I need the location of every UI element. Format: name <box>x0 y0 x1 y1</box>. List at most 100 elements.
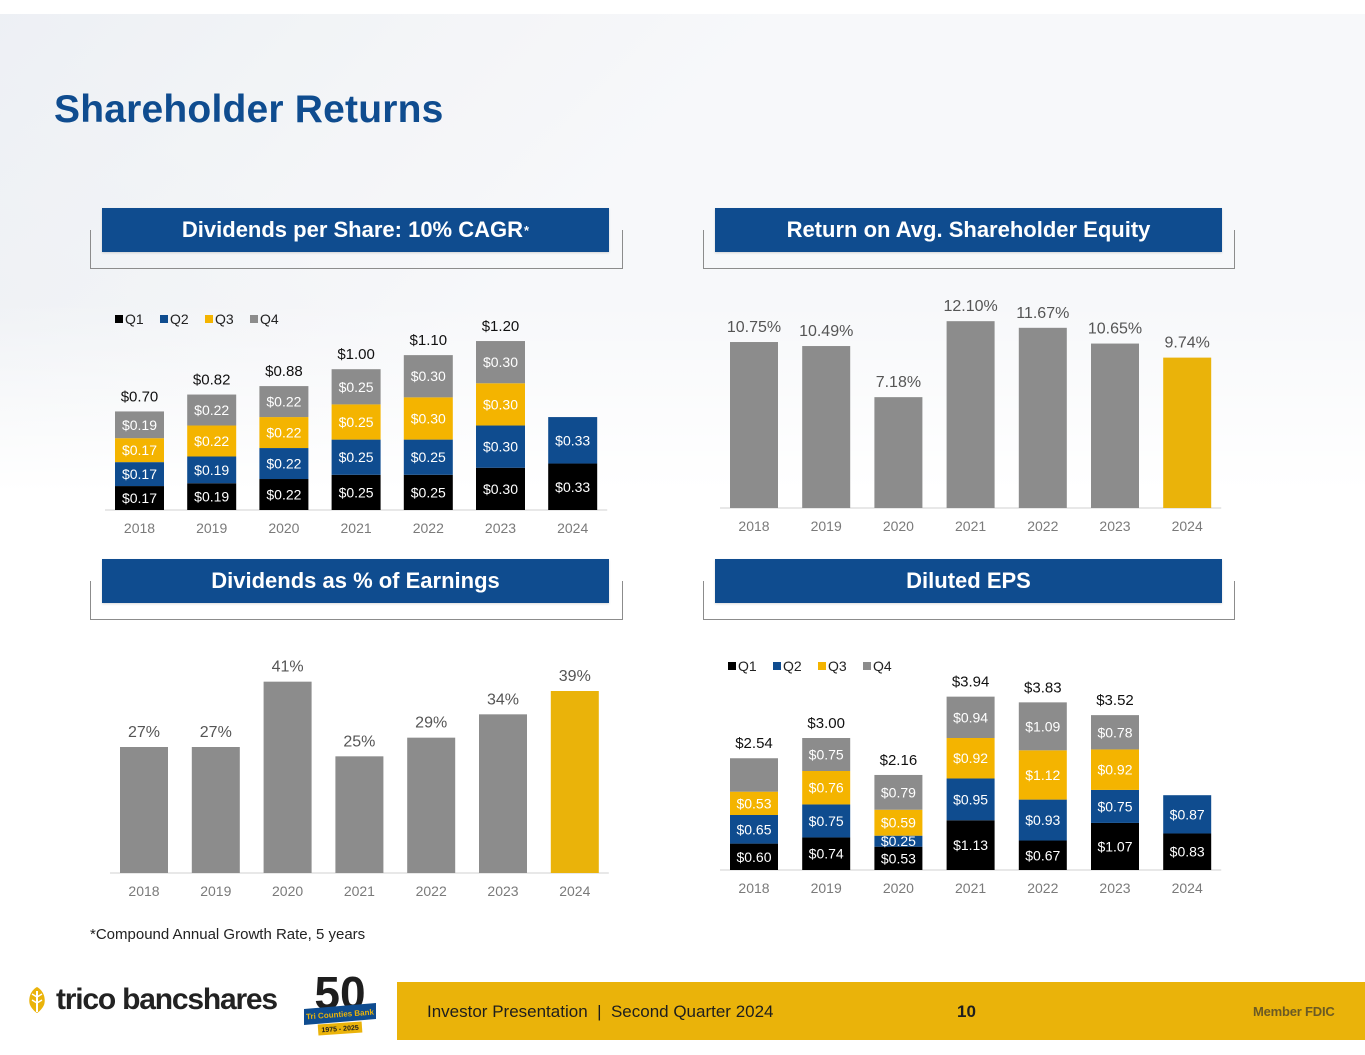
bar-2021 <box>335 756 384 873</box>
bar-q2-2018 <box>730 815 778 844</box>
bar-q3-2019 <box>802 771 851 805</box>
total-label-2020: $0.88 <box>265 363 303 380</box>
data-label-q4-2021: $0.25 <box>339 379 374 395</box>
legend-swatch-q1 <box>728 662 736 670</box>
legend-label-q4: Q4 <box>260 311 279 327</box>
data-label-q2-2024: $0.33 <box>555 432 590 448</box>
total-label-2019: $0.82 <box>193 372 231 389</box>
footer-bar <box>397 982 1365 1040</box>
data-label-q4-2021: $0.94 <box>953 709 988 725</box>
bar-2019 <box>191 747 240 873</box>
bar-q1-2024 <box>548 463 598 510</box>
anniversary-badge: 50 Tri Counties Bank 1975 - 2025 <box>304 967 376 1036</box>
legend-label-q3: Q3 <box>828 658 847 674</box>
bar-q2-2021 <box>946 778 995 821</box>
bar-2019 <box>802 346 851 508</box>
total-label-2022: $3.83 <box>1024 679 1062 696</box>
x-tick-2023: 2023 <box>487 883 518 899</box>
data-label-q4-2023: $0.30 <box>483 354 518 370</box>
bar-q4-2021 <box>946 696 995 738</box>
bar-q2-2020 <box>259 448 309 480</box>
x-tick-2024: 2024 <box>559 883 590 899</box>
bar-q1-2020 <box>259 479 309 510</box>
data-label-2020: 7.18% <box>876 374 921 391</box>
data-label-q1-2019: $0.74 <box>809 846 844 862</box>
bar-q4-2020 <box>874 774 923 810</box>
total-label-2018: $0.70 <box>121 388 159 405</box>
bar-q3-2018 <box>730 791 778 815</box>
total-label-2023: $1.20 <box>482 318 520 335</box>
bar-q2-2024 <box>548 417 598 464</box>
data-label-q2-2024: $0.87 <box>1170 806 1205 822</box>
bar-q4-2021 <box>331 369 381 405</box>
payout-chart: 27% 2018 27% 2019 41% 2020 25% 2021 29% 2022 34% 20… <box>110 659 609 899</box>
bar-q1-2019 <box>187 483 237 510</box>
bar-q1-2024 <box>1163 833 1212 870</box>
dividends-chart: Q1 Q2 Q3 Q4 $0.17 $0.17 $0.17 $0.19 $0.70 2018 $0.… <box>105 311 608 536</box>
data-label-q4-2019: $0.22 <box>194 402 229 418</box>
bar-q1-2018 <box>115 486 164 510</box>
bar-q2-2024 <box>1163 795 1212 834</box>
data-label-q1-2019: $0.19 <box>194 489 229 505</box>
data-label-2019: 27% <box>200 724 232 741</box>
anniversary-years: 1975 - 2025 <box>321 1025 359 1035</box>
footnote: *Compound Annual Growth Rate, 5 years <box>90 926 366 943</box>
bar-q1-2020 <box>874 846 923 870</box>
total-label-2019: $3.00 <box>807 715 845 732</box>
bar-q4-2018 <box>115 411 164 439</box>
bar-2018 <box>120 747 168 873</box>
bar-2018 <box>730 342 778 508</box>
bar-q2-2023 <box>476 425 525 468</box>
data-label-q1-2018: $0.60 <box>736 849 771 865</box>
bar-q2-2022 <box>1018 799 1067 841</box>
x-tick-2024: 2024 <box>557 520 588 536</box>
x-tick-2021: 2021 <box>955 518 986 534</box>
bar-q3-2023 <box>476 383 525 426</box>
bar-q4-2022 <box>403 355 453 398</box>
roe-panel-title: Return on Avg. Shareholder Equity <box>786 217 1151 242</box>
bar-q2-2018 <box>115 462 164 487</box>
bar-q1-2021 <box>331 474 381 510</box>
bar-q4-2020 <box>259 386 309 418</box>
data-label-q3-2021: $0.92 <box>953 750 988 766</box>
bar-q3-2018 <box>115 438 164 463</box>
legend-label-q1: Q1 <box>738 658 757 674</box>
bar-2024 <box>550 691 599 873</box>
bar-q2-2021 <box>331 439 381 475</box>
dividends-title-asterisk: * <box>524 222 530 238</box>
x-tick-2020: 2020 <box>883 518 914 534</box>
total-label-2018: $2.54 <box>735 735 773 752</box>
x-tick-2021: 2021 <box>955 880 986 896</box>
x-tick-2019: 2019 <box>811 518 842 534</box>
bar-q3-2019 <box>187 425 237 457</box>
x-tick-2023: 2023 <box>1099 880 1130 896</box>
bar-q1-2023 <box>1091 822 1139 870</box>
data-label-2019: 10.49% <box>799 323 853 340</box>
total-label-2023: $3.52 <box>1096 692 1134 709</box>
data-label-2023: 10.65% <box>1088 321 1142 338</box>
legend-swatch-q1 <box>115 315 123 323</box>
total-label-2022: $1.10 <box>410 332 448 349</box>
data-label-2023: 34% <box>487 691 519 708</box>
data-label-q3-2019: $0.22 <box>194 433 229 449</box>
x-tick-2022: 2022 <box>1027 880 1058 896</box>
x-tick-2022: 2022 <box>416 883 447 899</box>
data-label-q3-2018: $0.53 <box>736 795 771 811</box>
bar-q2-2022 <box>403 439 453 475</box>
data-label-q4-2019: $0.75 <box>809 747 844 763</box>
roe-panel-frame <box>703 230 1235 269</box>
bar-2024 <box>1163 357 1212 508</box>
data-label-2024: 39% <box>559 668 591 685</box>
bar-2022 <box>1018 327 1067 508</box>
x-tick-2019: 2019 <box>200 883 231 899</box>
legend-swatch-q2 <box>773 662 781 670</box>
data-label-q1-2021: $0.25 <box>339 484 374 500</box>
dividends-panel-title: Dividends per Share: 10% CAGR <box>181 217 524 242</box>
data-label-q1-2024: $0.83 <box>1170 844 1205 860</box>
data-label-q1-2020: $0.53 <box>881 850 916 866</box>
legend-swatch-q3 <box>205 315 213 323</box>
dividends-panel-frame <box>90 230 623 269</box>
payout-panel-title: Dividends as % of Earnings <box>211 568 500 593</box>
bar-q4-2022 <box>1018 702 1067 751</box>
bar-q4-2023 <box>476 341 525 384</box>
